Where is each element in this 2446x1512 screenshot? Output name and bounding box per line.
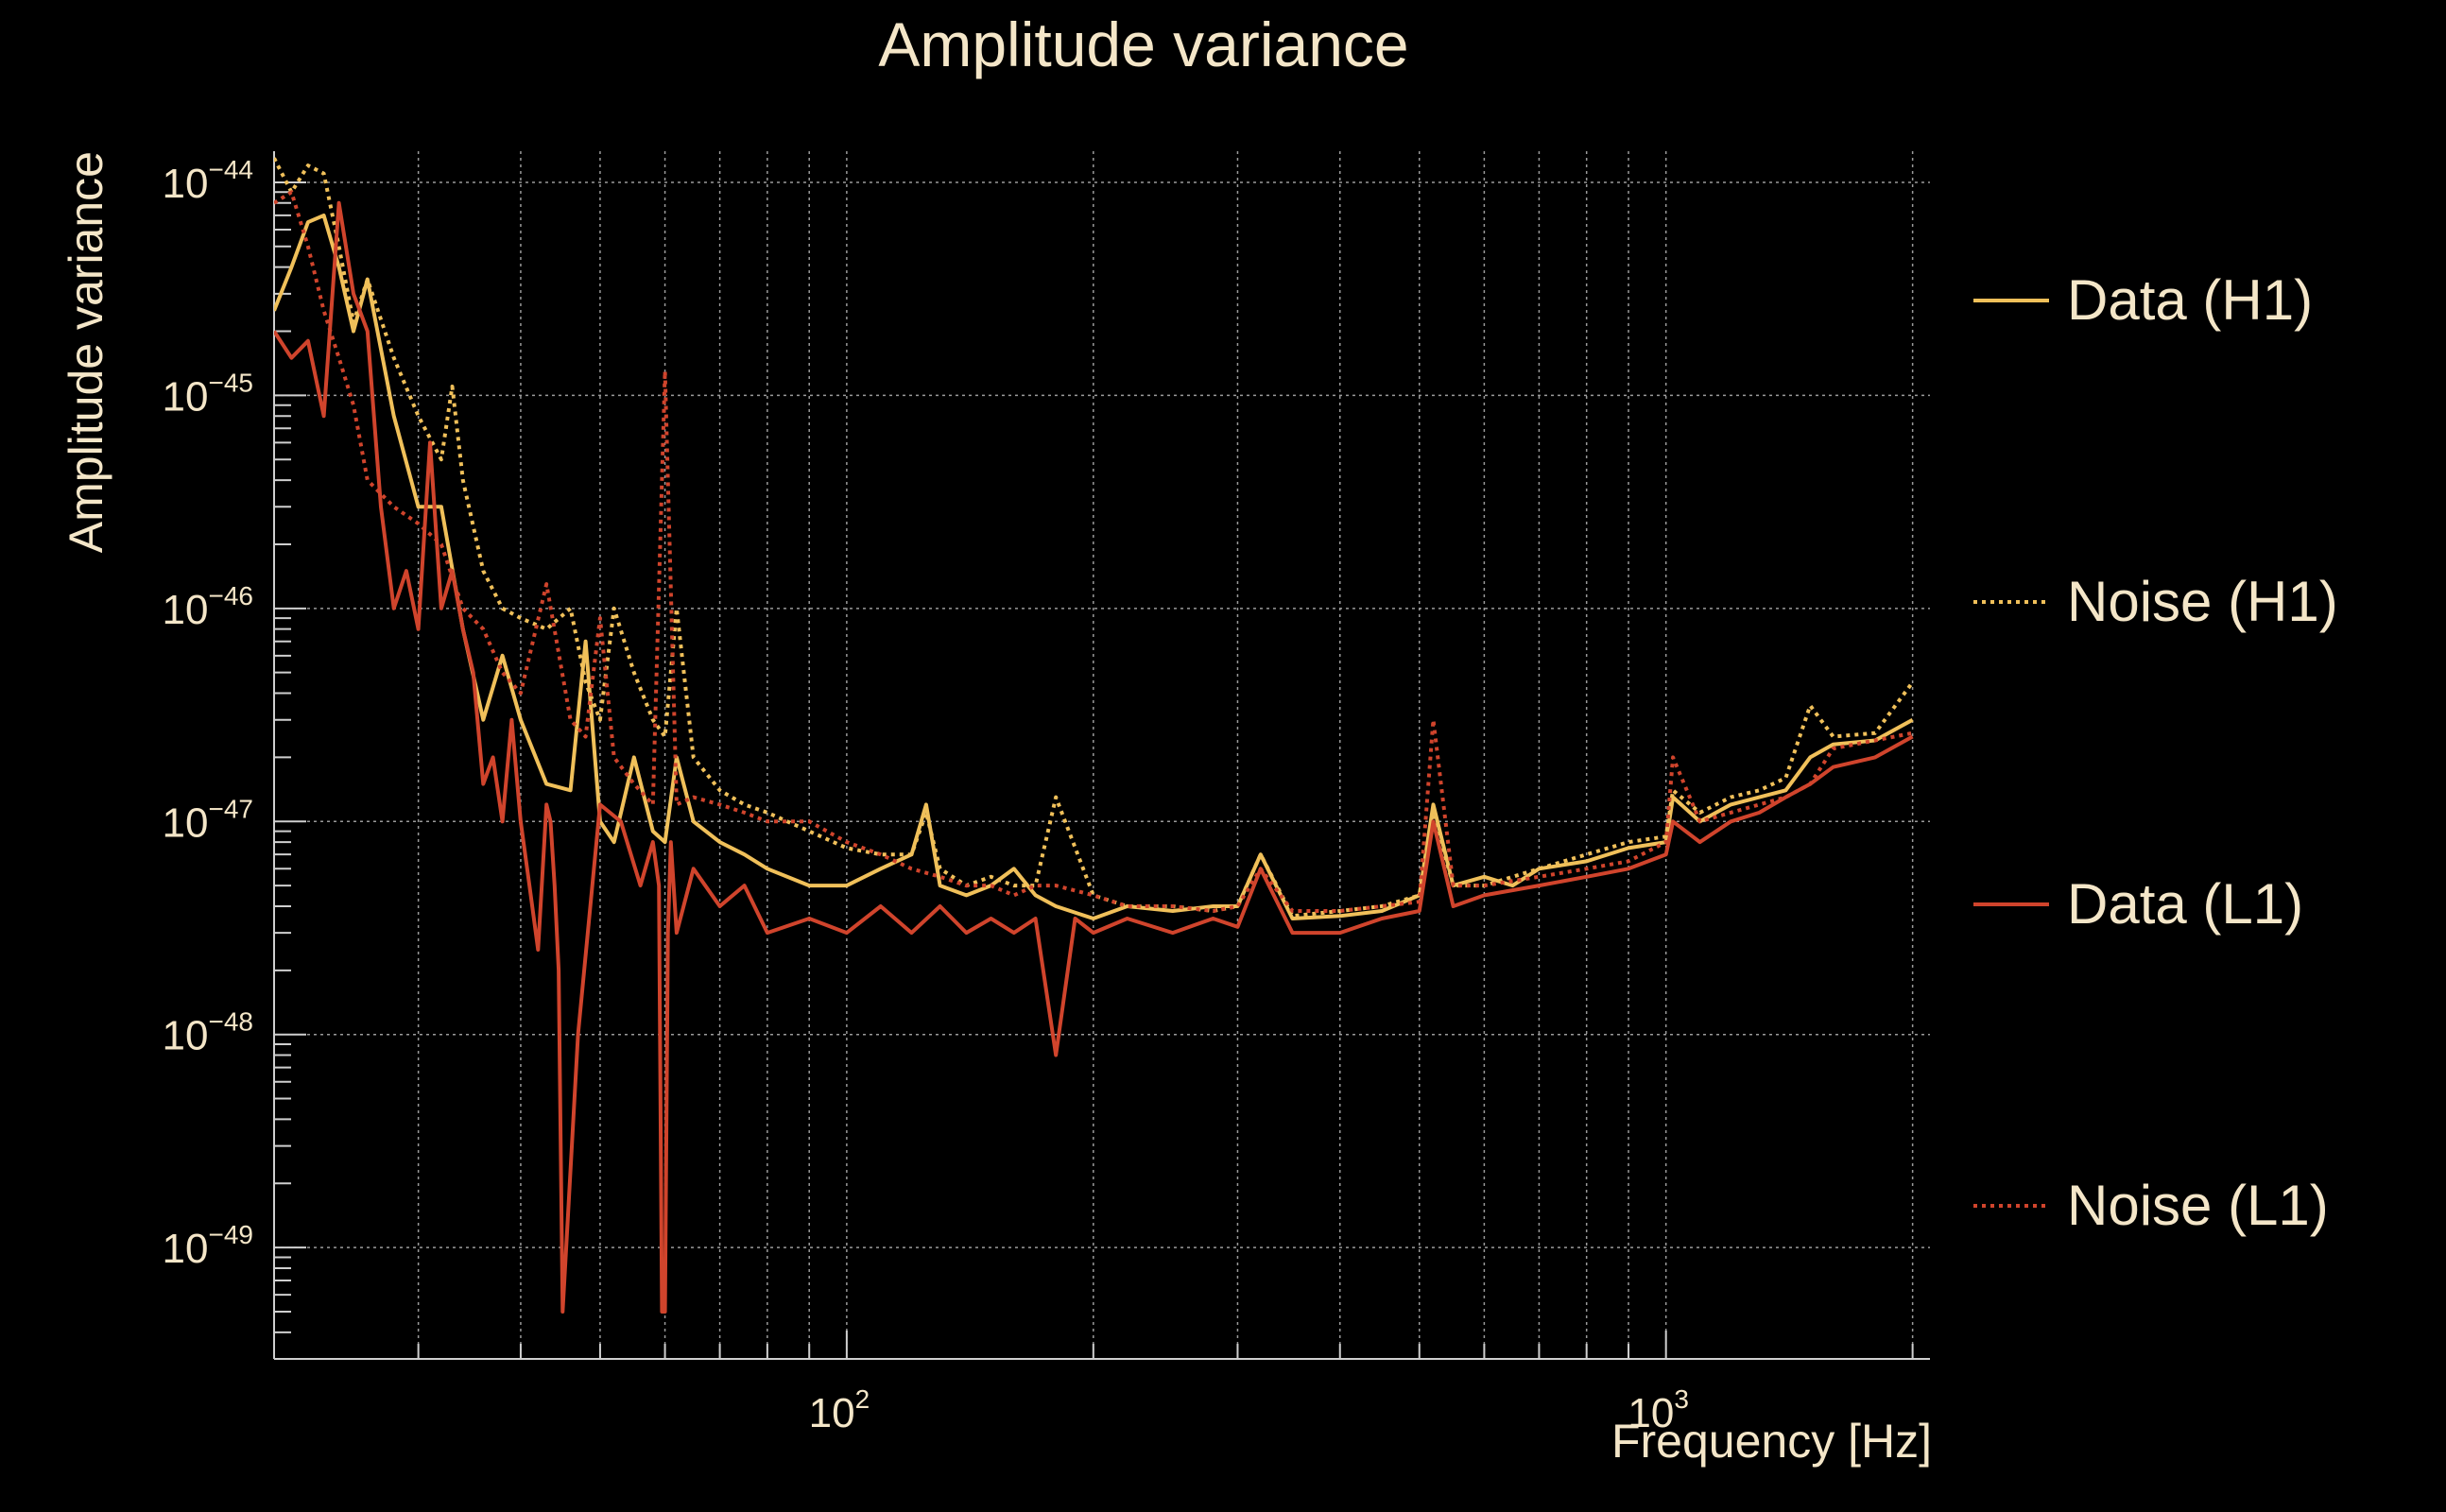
grid-lines <box>273 151 1930 1359</box>
y-tick-label: 10−49 <box>163 1220 253 1272</box>
y-tick-label: 10−45 <box>163 368 253 420</box>
y-tick-label: 10−44 <box>163 155 253 207</box>
series-line-4 <box>274 190 1913 913</box>
chart-title: Amplitude variance <box>878 9 1408 79</box>
x-tick-label: 102 <box>809 1384 870 1436</box>
plot-axes <box>273 151 1930 1360</box>
series-line-3 <box>274 200 1914 1314</box>
x-tick-label: 103 <box>1628 1384 1689 1436</box>
legend-label: Noise (L1) <box>2067 1174 2329 1237</box>
x-axis-title: Frequency [Hz] <box>1611 1415 1932 1468</box>
legend-label: Data (H1) <box>2067 268 2313 332</box>
y-tick-label: 10−47 <box>163 794 253 846</box>
y-tick-label: 10−48 <box>163 1007 253 1059</box>
tick-labels: 10−44 10−45 10−46 10−47 10−48 10−49 102 103 <box>163 155 1689 1436</box>
y-tick-label: 10−46 <box>163 581 253 633</box>
y-axis-title: Amplitude variance <box>60 151 112 553</box>
legend-label: Noise (H1) <box>2067 570 2338 633</box>
legend: Data (H1) Noise (H1) Data (L1) Noise (L1) <box>1973 268 2338 1237</box>
series-line-2 <box>274 157 1915 919</box>
series-group <box>274 157 1915 1314</box>
legend-label: Data (L1) <box>2067 872 2303 936</box>
